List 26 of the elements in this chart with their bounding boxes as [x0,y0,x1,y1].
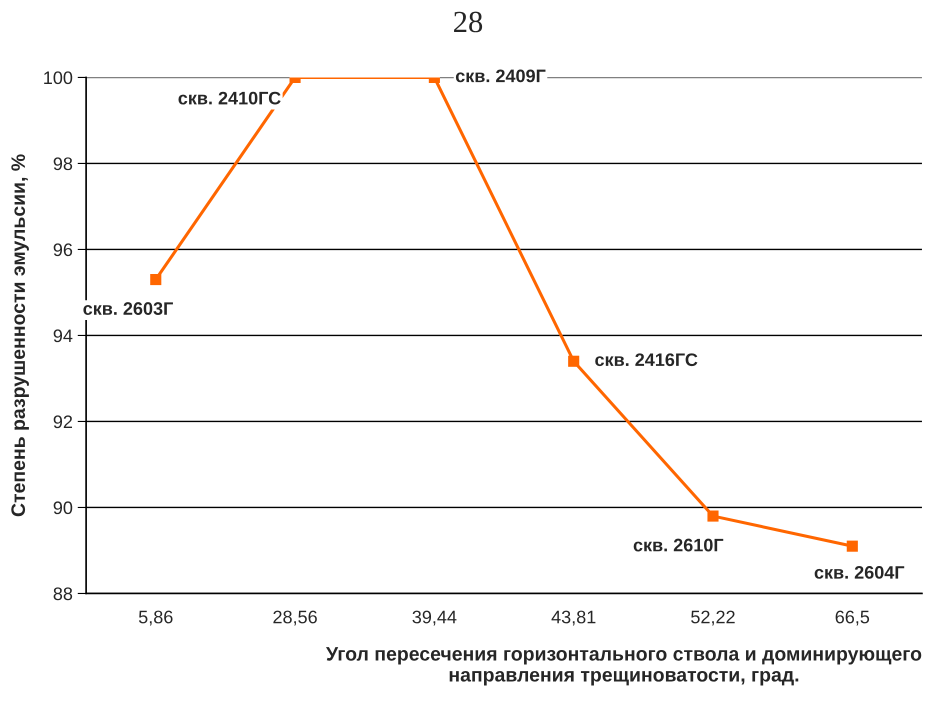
y-tick-label: 100 [44,71,72,84]
annotation: скв. 2410ГС [178,92,281,105]
x-tick-label: 43,81 [552,610,596,626]
annotation: скв. 2603Г [83,302,173,315]
point [150,274,162,286]
annotation: скв. 2409Г [456,70,546,82]
x-tick-label: 28,56 [273,610,317,626]
text: 28 [454,12,482,32]
y-tick-label: 92 [54,415,72,428]
x-tick-label: 52,22 [691,610,735,626]
annotation: скв. 2416ГС [595,353,698,366]
y-tick-label: 98 [54,157,72,170]
y-tick-label: 90 [54,501,72,514]
y-tick-label: 96 [54,243,72,256]
annotation: скв. 2610Г [634,538,724,552]
y-tick-label: 94 [54,329,72,342]
y-tick-label: 88 [54,587,72,600]
x-tick-label: 5,86 [138,610,173,626]
x-axis-title: Угол пересечения горизонтального ствола и доминирующего направления трещиноватости, град. [326,647,922,686]
y-axis-title: Степень разрушенности эмульсии, % [11,154,29,516]
point [707,510,719,522]
x-tick-label: 66,5 [836,610,870,626]
point [568,356,580,367]
annotation: скв. 2604Г [814,566,904,579]
point [846,540,858,552]
x-tick-label: 39,44 [412,610,456,626]
